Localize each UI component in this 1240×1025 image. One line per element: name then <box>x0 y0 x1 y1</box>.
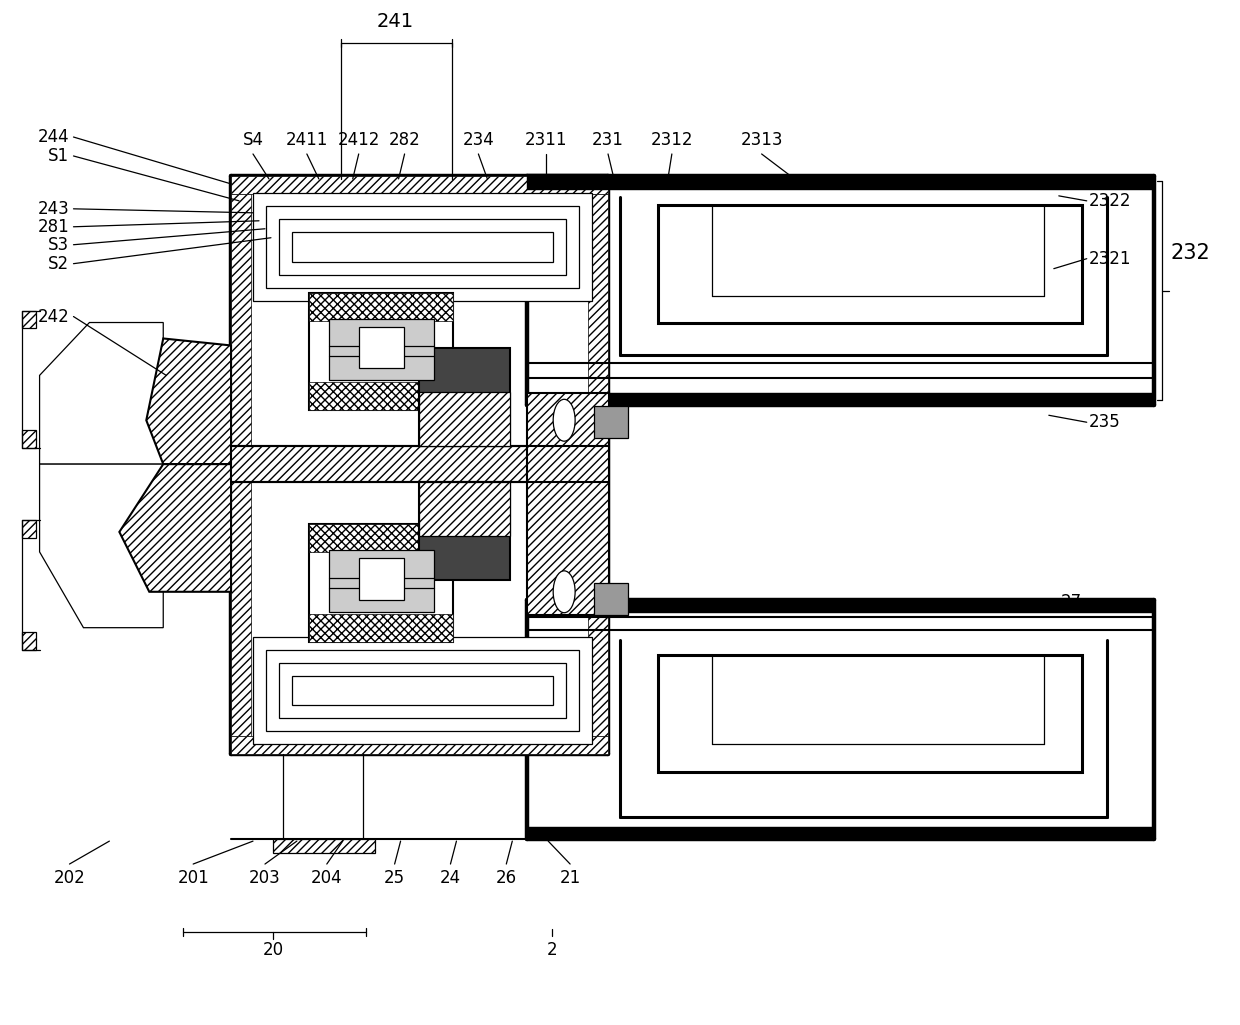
Polygon shape <box>40 323 164 464</box>
Bar <box>658 205 1081 323</box>
Text: 24: 24 <box>440 869 461 887</box>
Text: 232: 232 <box>1171 243 1210 262</box>
Text: 204: 204 <box>311 869 342 887</box>
Bar <box>527 394 609 615</box>
Text: 2313: 2313 <box>740 131 782 149</box>
Text: 235: 235 <box>1089 413 1121 432</box>
Bar <box>358 327 403 368</box>
Text: S1: S1 <box>48 147 69 165</box>
Bar <box>594 583 627 615</box>
Bar <box>527 600 1153 613</box>
Bar <box>231 736 608 754</box>
Text: 201: 201 <box>177 869 210 887</box>
Polygon shape <box>40 464 164 627</box>
Bar <box>231 176 608 194</box>
Text: 2411: 2411 <box>285 131 329 149</box>
Text: 20: 20 <box>263 941 284 958</box>
Bar <box>279 218 567 275</box>
Text: 2412: 2412 <box>337 131 379 149</box>
Bar <box>21 520 36 538</box>
Bar <box>329 319 434 380</box>
Bar <box>253 193 591 300</box>
Bar <box>309 524 454 642</box>
Text: 281: 281 <box>37 217 69 236</box>
Bar <box>231 446 608 482</box>
Bar <box>265 650 579 732</box>
Bar <box>253 637 591 744</box>
Text: 231: 231 <box>591 131 624 149</box>
Text: 202: 202 <box>53 869 86 887</box>
Text: 203: 203 <box>249 869 280 887</box>
Bar <box>419 393 511 446</box>
Text: 27: 27 <box>1060 592 1083 611</box>
Text: 2311: 2311 <box>525 131 568 149</box>
Text: 2312: 2312 <box>651 131 693 149</box>
Bar <box>329 549 434 612</box>
Bar <box>273 839 374 853</box>
Bar <box>588 194 608 736</box>
Text: 21: 21 <box>559 869 580 887</box>
Text: 25: 25 <box>384 869 405 887</box>
Text: 243: 243 <box>37 200 69 218</box>
Polygon shape <box>146 338 231 464</box>
Bar <box>309 382 454 410</box>
Bar <box>21 311 36 328</box>
Text: S4: S4 <box>243 131 263 149</box>
Text: 242: 242 <box>37 308 69 326</box>
Bar <box>309 614 454 642</box>
Bar <box>21 631 36 650</box>
Bar <box>21 430 36 448</box>
Ellipse shape <box>553 571 575 613</box>
Bar <box>594 406 627 439</box>
Text: 234: 234 <box>463 131 495 149</box>
Bar <box>527 827 1153 839</box>
Text: 2: 2 <box>547 941 558 958</box>
Text: S3: S3 <box>48 236 69 254</box>
Bar <box>265 206 579 288</box>
Bar <box>658 655 1081 772</box>
Bar <box>231 194 250 736</box>
Text: 26: 26 <box>496 869 517 887</box>
Bar <box>527 394 1153 405</box>
Bar <box>291 675 553 705</box>
Bar <box>309 524 454 551</box>
Bar <box>291 232 553 261</box>
Text: 2321: 2321 <box>1089 250 1131 268</box>
Bar <box>309 292 454 321</box>
Text: 244: 244 <box>38 128 69 146</box>
Bar <box>419 348 511 446</box>
Text: S2: S2 <box>48 254 69 273</box>
Text: 2322: 2322 <box>1089 192 1131 210</box>
Ellipse shape <box>553 400 575 441</box>
Bar <box>279 662 567 719</box>
Text: 282: 282 <box>388 131 420 149</box>
Bar <box>419 482 511 580</box>
Bar <box>419 482 511 536</box>
Bar <box>527 176 1153 190</box>
Bar <box>309 292 454 410</box>
Text: 241: 241 <box>377 12 414 32</box>
Bar <box>358 558 403 600</box>
Polygon shape <box>119 464 231 591</box>
